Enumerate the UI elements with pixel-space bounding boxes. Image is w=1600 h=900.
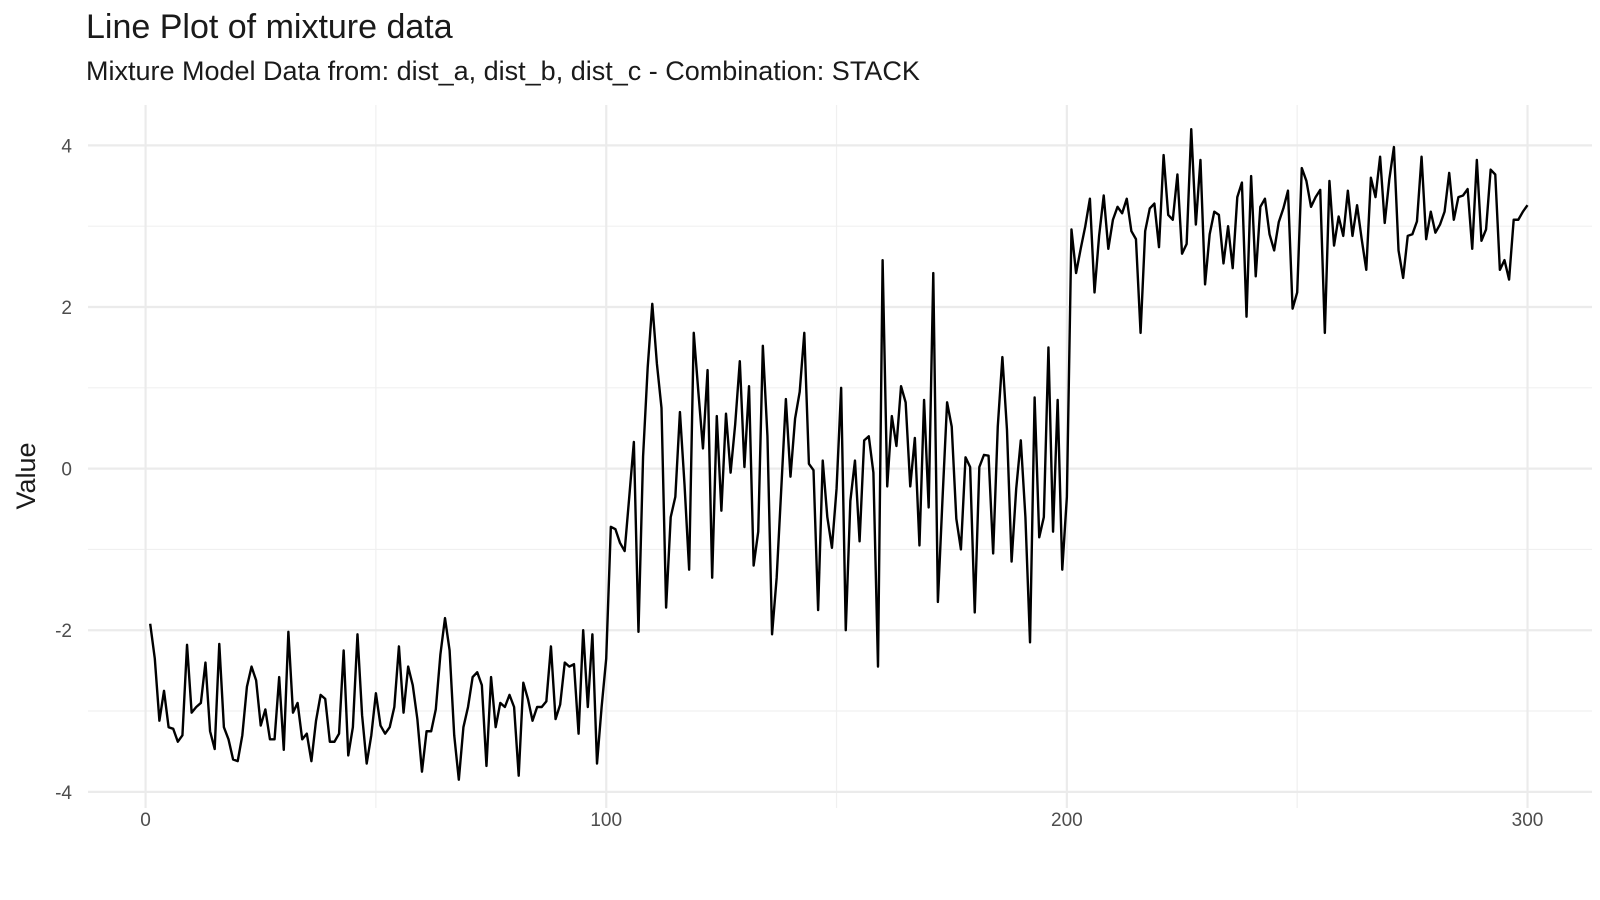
x-tick-label: 300 (1512, 810, 1544, 831)
y-tick-label: 0 (61, 460, 72, 481)
x-tick-label: 200 (1051, 810, 1083, 831)
y-tick-label: -4 (55, 783, 72, 804)
x-axis-ticks: 0 100 200 300 (140, 810, 1543, 831)
y-axis-title: Value (11, 442, 41, 509)
minor-gridlines (88, 105, 1592, 808)
y-tick-label: 4 (61, 136, 72, 157)
chart-subtitle: Mixture Model Data from: dist_a, dist_b,… (86, 56, 920, 86)
x-tick-label: 100 (590, 810, 622, 831)
x-tick-label: 0 (140, 810, 151, 831)
y-tick-label: 2 (61, 298, 72, 319)
y-axis-ticks: -4 -2 0 2 4 (55, 136, 72, 803)
major-gridlines (88, 105, 1592, 808)
chart-title: Line Plot of mixture data (86, 8, 453, 46)
series-line (149, 128, 1529, 781)
y-tick-label: -2 (55, 621, 72, 642)
